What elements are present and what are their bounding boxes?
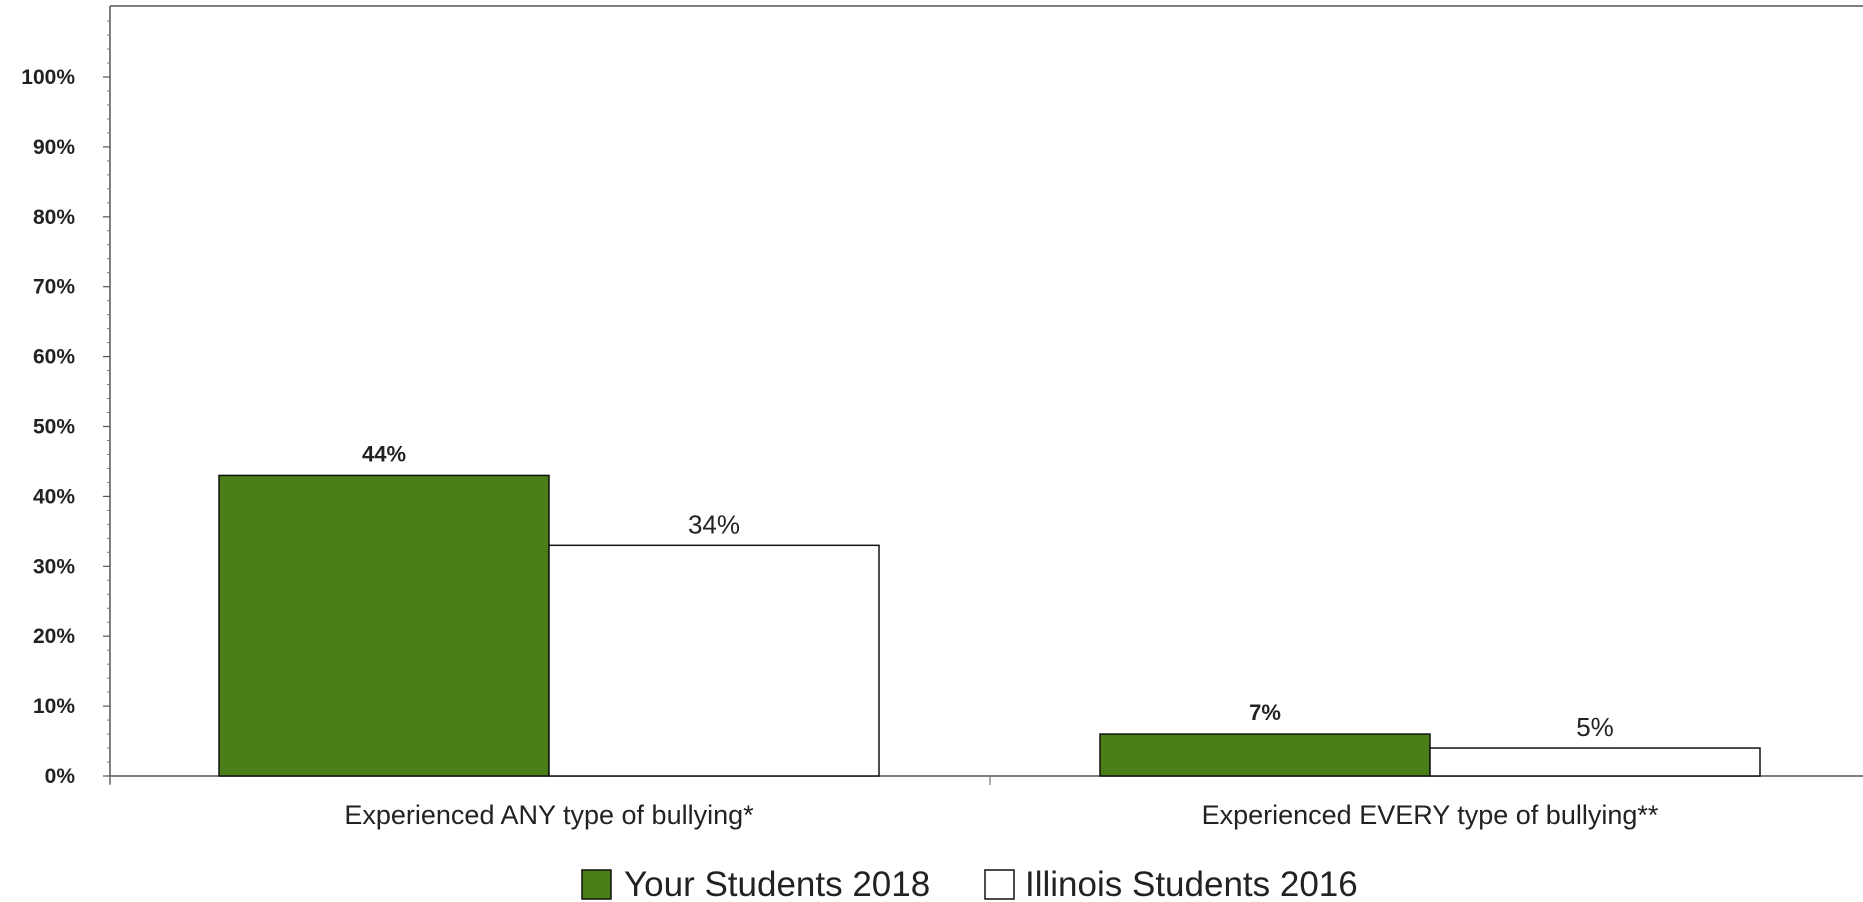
bar-illinois-students-0 bbox=[548, 544, 880, 777]
bar-value-label: 5% bbox=[1576, 712, 1614, 742]
bar-your-students-0 bbox=[218, 474, 550, 777]
y-tick-label: 60% bbox=[33, 346, 75, 369]
y-tick-label: 100% bbox=[21, 66, 75, 89]
x-axis-ticks: Experienced ANY type of bullying* Experie… bbox=[109, 776, 1659, 830]
bar-value-labels: 44% 7% 34% 5% bbox=[362, 441, 1614, 742]
y-tick-label: 40% bbox=[33, 485, 75, 508]
legend: Your Students 2018 Illinois Students 2016 bbox=[581, 865, 1358, 902]
y-tick-label: 50% bbox=[33, 416, 75, 439]
y-tick-label: 80% bbox=[33, 206, 75, 229]
bar-your-students-1 bbox=[1099, 733, 1431, 777]
bar-value-label: 7% bbox=[1249, 700, 1281, 725]
y-minor-ticks bbox=[107, 20, 110, 763]
legend-swatch-your-students bbox=[581, 869, 612, 900]
legend-label: Your Students 2018 bbox=[624, 865, 930, 902]
bar-value-label: 44% bbox=[362, 441, 406, 466]
x-tick-label: Experienced EVERY type of bullying** bbox=[1202, 800, 1659, 830]
bars bbox=[218, 474, 1761, 777]
y-tick-label: 30% bbox=[33, 555, 75, 578]
x-tick-label: Experienced ANY type of bullying* bbox=[344, 800, 754, 830]
y-axis-ticks: 0% 10% 20% 30% 40% 50% 60% 70% 80% 90% 100% bbox=[21, 66, 110, 788]
bar-illinois-students-1 bbox=[1429, 747, 1761, 777]
y-tick-label: 10% bbox=[33, 695, 75, 718]
legend-swatch-illinois-students bbox=[984, 869, 1015, 900]
legend-label: Illinois Students 2016 bbox=[1025, 865, 1358, 902]
y-tick-label: 0% bbox=[45, 765, 76, 788]
y-tick-label: 70% bbox=[33, 276, 75, 299]
y-tick-label: 20% bbox=[33, 625, 75, 648]
bar-value-label: 34% bbox=[688, 509, 740, 539]
y-tick-label: 90% bbox=[33, 136, 75, 159]
